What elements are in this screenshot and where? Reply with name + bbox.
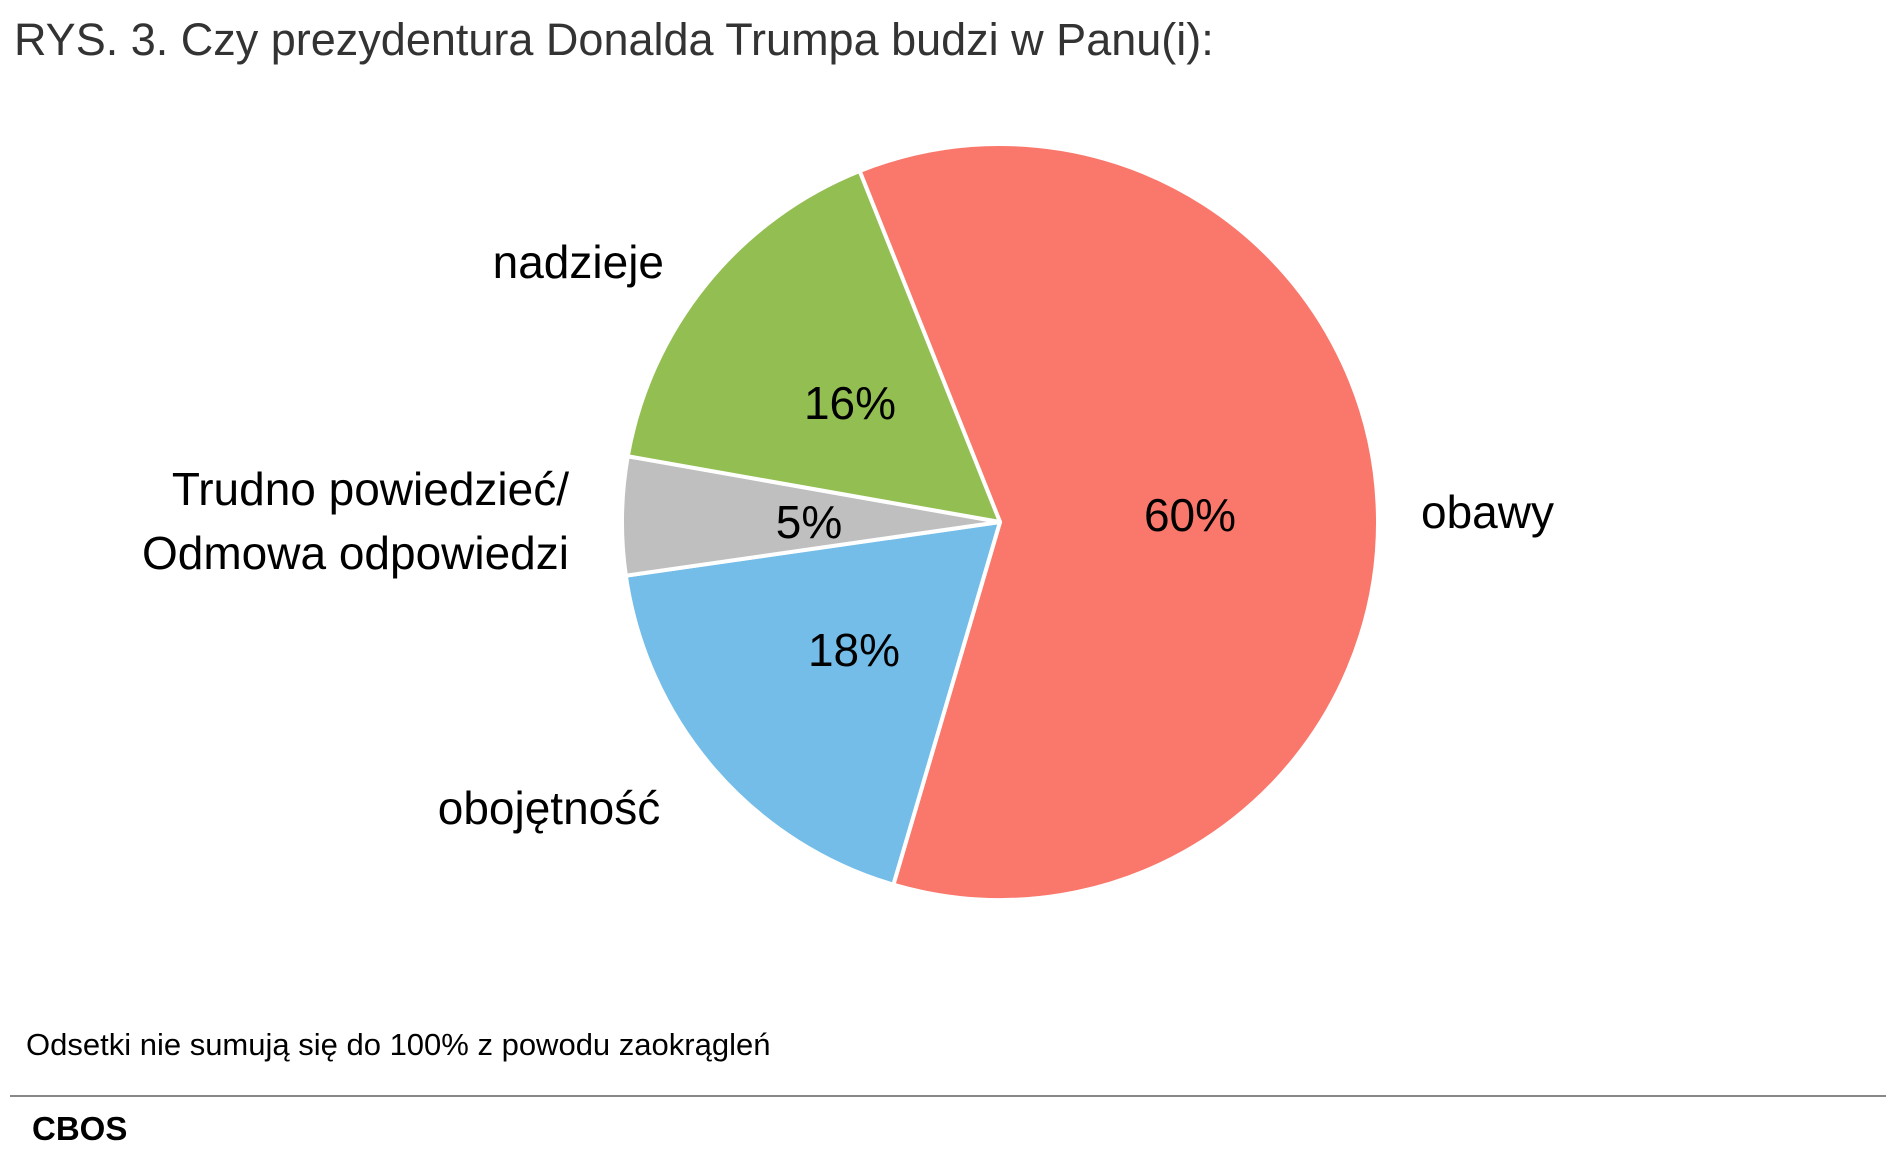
category-label-trudno-line1: Trudno powiedzieć/ — [172, 463, 569, 515]
divider — [10, 1095, 1886, 1097]
category-label-trudno-line2: Odmowa odpowiedzi — [142, 527, 569, 579]
category-label-obawy: obawy — [1421, 486, 1554, 538]
value-label-obojetnosc: 18% — [808, 624, 900, 676]
category-label-nadzieje: nadzieje — [493, 236, 664, 288]
pie-slice-0 — [857, 142, 1380, 902]
footnote: Odsetki nie sumują się do 100% z powodu … — [26, 1027, 771, 1062]
value-label-obawy: 60% — [1144, 489, 1236, 541]
category-label-obojetnosc: obojętność — [438, 782, 661, 834]
value-label-trudno: 5% — [776, 496, 842, 548]
pie-slice-1 — [623, 520, 1002, 887]
pie-slice-3 — [625, 169, 1002, 524]
cbos-logo: CBOS — [32, 1110, 128, 1147]
value-label-nadzieje: 16% — [804, 377, 896, 429]
chart-title: RYS. 3. Czy prezydentura Donalda Trumpa … — [14, 14, 1214, 65]
pie-chart: obawy obojętność Trudno powiedzieć/ Odmo… — [142, 142, 1554, 902]
